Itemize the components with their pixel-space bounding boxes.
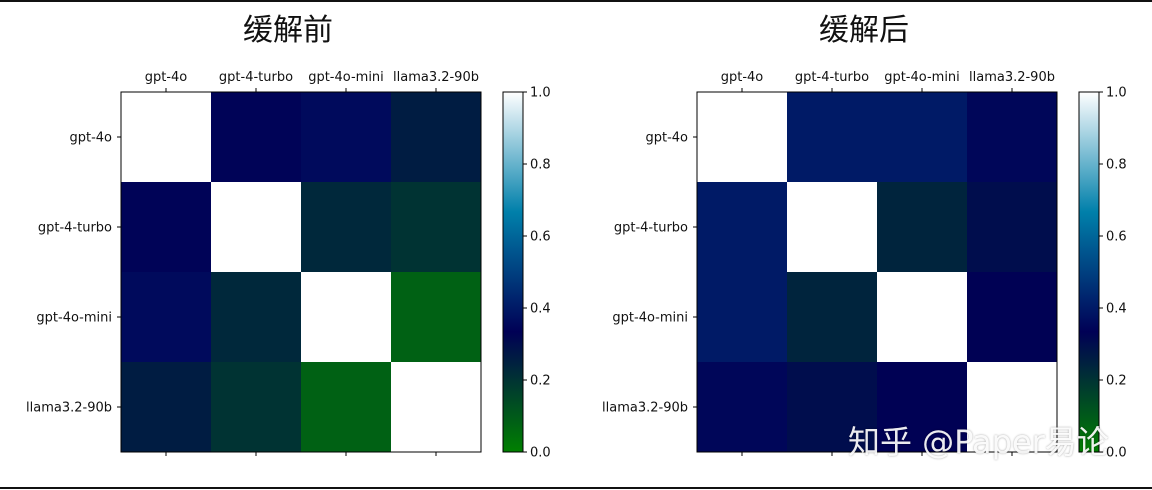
heatmap-cell [301, 272, 392, 363]
heatmap-frame [120, 91, 482, 453]
colorbar-tick-label: 1.0 [530, 86, 551, 101]
x-tick-label: llama3.2-90b [969, 70, 1055, 85]
colorbar-tick-label: 0.0 [1106, 446, 1127, 461]
heatmap-cell [787, 182, 878, 273]
heatmap-cell [391, 272, 482, 363]
heatmap-cell [211, 182, 302, 273]
x-tick-label: gpt-4-turbo [795, 70, 869, 85]
x-tick-label: llama3.2-90b [393, 70, 479, 85]
heatmap-cell [967, 362, 1058, 453]
heatmap-cell [967, 92, 1058, 183]
heatmap-cell [877, 362, 968, 453]
heatmap-panel-1: 缓解前 gpt-4o gpt-4-turbo gpt-4o-mini llama3.2-… [26, 13, 551, 461]
colorbar [502, 91, 524, 453]
heatmap-cell [211, 272, 302, 363]
heatmap-cell [121, 182, 212, 273]
y-tick-label: gpt-4-turbo [614, 221, 688, 236]
heatmap-cell [697, 362, 788, 453]
heatmap-cell [301, 92, 392, 183]
y-tick-label: gpt-4o-mini [36, 311, 112, 326]
y-tick-label: gpt-4o-mini [612, 311, 688, 326]
y-tick-label: gpt-4-turbo [38, 221, 112, 236]
y-tick-label: gpt-4o [645, 131, 688, 146]
x-tick-label: gpt-4o [145, 70, 188, 85]
colorbar-tick-label: 0.0 [530, 446, 551, 461]
heatmap-cell [787, 362, 878, 453]
x-tick-label: gpt-4-turbo [219, 70, 293, 85]
heatmap-cell [121, 92, 212, 183]
colorbar-tick-label: 1.0 [1106, 86, 1127, 101]
heatmap-cell [877, 92, 968, 183]
heatmap-frame [696, 91, 1058, 453]
y-tick-label: gpt-4o [69, 131, 112, 146]
colorbar-tick-label: 0.6 [1106, 230, 1127, 245]
x-tick-label: gpt-4o-mini [308, 70, 384, 85]
heatmap-cell [391, 362, 482, 453]
heatmap-cell [391, 92, 482, 183]
colorbar-tick-label: 0.8 [1106, 158, 1127, 173]
colorbar-tick-label: 0.2 [530, 374, 551, 389]
colorbar-tick-label: 0.2 [1106, 374, 1127, 389]
x-tick-label: gpt-4o [721, 70, 764, 85]
y-tick-label: llama3.2-90b [602, 401, 688, 416]
chart-title: 缓解后 [819, 13, 909, 48]
heatmap-cell [787, 92, 878, 183]
x-tick-label: gpt-4o-mini [884, 70, 960, 85]
heatmap-cell [697, 182, 788, 273]
y-tick-label: llama3.2-90b [26, 401, 112, 416]
heatmap-cell [877, 182, 968, 273]
heatmap-cell [211, 362, 302, 453]
heatmap-cell [301, 362, 392, 453]
bottom-rule [0, 487, 1152, 489]
heatmap-cell [391, 182, 482, 273]
heatmap-cell [967, 182, 1058, 273]
colorbar [1078, 91, 1100, 453]
colorbar-tick-label: 0.4 [1106, 302, 1127, 317]
heatmap-cell [121, 362, 212, 453]
heatmap-cell [967, 272, 1058, 363]
top-rule [0, 0, 1152, 2]
heatmap-cell [877, 272, 968, 363]
watermark: 知乎 @Paper易论 [848, 423, 1109, 461]
heatmap-cell [211, 92, 302, 183]
chart-title: 缓解前 [243, 13, 333, 48]
heatmap-cell [697, 272, 788, 363]
heatmap-cell [121, 272, 212, 363]
heatmap-cell [697, 92, 788, 183]
colorbar-tick-label: 0.4 [530, 302, 551, 317]
heatmap-cell [301, 182, 392, 273]
colorbar-tick-label: 0.6 [530, 230, 551, 245]
colorbar-tick-label: 0.8 [530, 158, 551, 173]
heatmap-cell [787, 272, 878, 363]
heatmap-panel-2: 缓解后 gpt-4o gpt-4-turbo gpt-4o-mini llama3.2-… [602, 13, 1127, 461]
